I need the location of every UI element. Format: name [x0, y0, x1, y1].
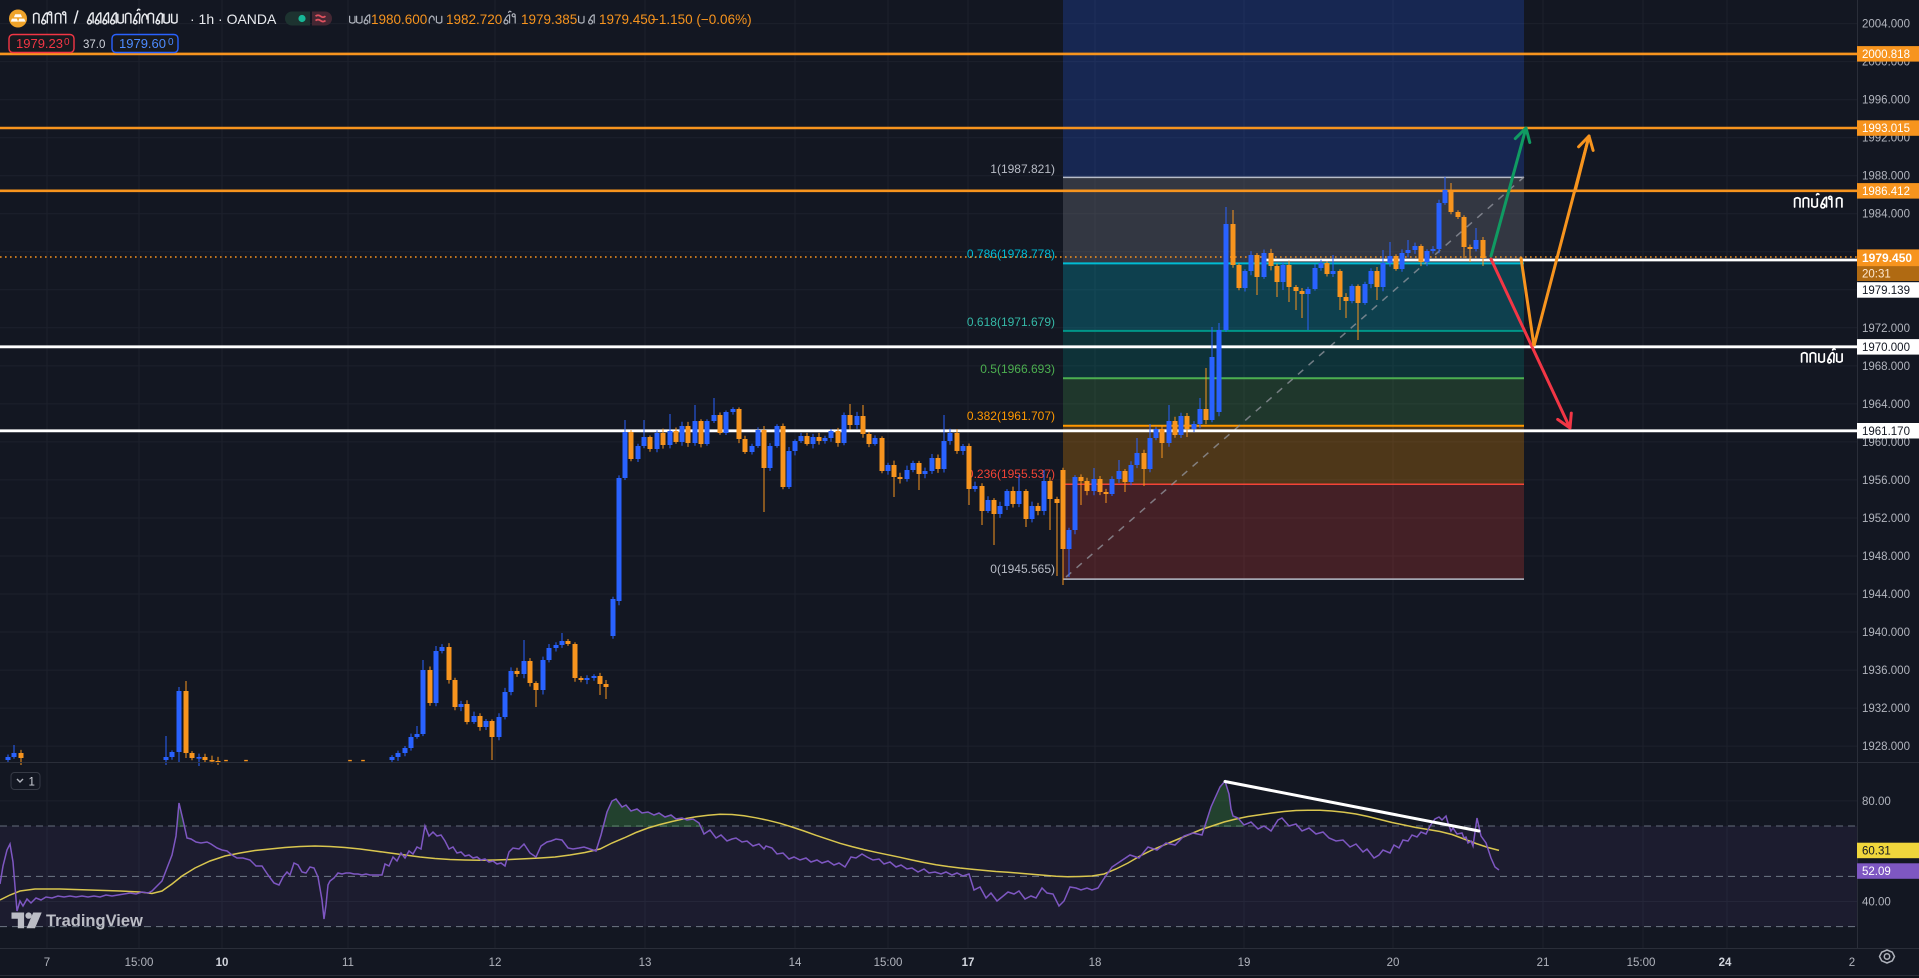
svg-text:60.31: 60.31 — [1862, 845, 1891, 857]
svg-text:1961.170: 1961.170 — [1862, 426, 1910, 438]
svg-text:12: 12 — [489, 957, 502, 969]
svg-text:0.618(1971.679): 0.618(1971.679) — [967, 315, 1055, 329]
svg-text:1932.000: 1932.000 — [1862, 703, 1910, 715]
svg-text:15:00: 15:00 — [874, 957, 903, 969]
svg-text:1970.000: 1970.000 — [1862, 342, 1910, 354]
svg-text:0: 0 — [168, 37, 174, 48]
svg-text:13: 13 — [639, 957, 652, 969]
svg-text:1(1987.821): 1(1987.821) — [990, 162, 1055, 176]
svg-text:1979.450: 1979.450 — [599, 12, 655, 27]
svg-text:1: 1 — [29, 777, 35, 789]
svg-text:1979.60: 1979.60 — [119, 36, 166, 51]
svg-text:15:00: 15:00 — [1627, 957, 1656, 969]
svg-text:1944.000: 1944.000 — [1862, 589, 1910, 601]
svg-text:1986.412: 1986.412 — [1862, 186, 1910, 198]
svg-text:0.786(1978.778): 0.786(1978.778) — [967, 247, 1055, 261]
svg-text:1979.385: 1979.385 — [521, 12, 577, 27]
svg-text:1988.000: 1988.000 — [1862, 171, 1910, 183]
svg-text:1928.000: 1928.000 — [1862, 741, 1910, 753]
svg-text:· 1h · OANDA: · 1h · OANDA — [190, 11, 277, 27]
svg-text:0.236(1955.537): 0.236(1955.537) — [967, 467, 1055, 481]
svg-text:1996.000: 1996.000 — [1862, 95, 1910, 107]
svg-text:37.0: 37.0 — [83, 39, 105, 51]
svg-text:2000.818: 2000.818 — [1862, 49, 1910, 61]
svg-text:18: 18 — [1089, 957, 1102, 969]
svg-text:0.5(1966.693): 0.5(1966.693) — [980, 362, 1055, 376]
svg-text:19: 19 — [1238, 957, 1251, 969]
svg-text:2004.000: 2004.000 — [1862, 19, 1910, 31]
svg-text:1936.000: 1936.000 — [1862, 665, 1910, 677]
svg-text:20: 20 — [1387, 957, 1400, 969]
svg-text:21: 21 — [1537, 957, 1550, 969]
svg-text:20:31: 20:31 — [1862, 269, 1891, 281]
svg-text:52.09: 52.09 — [1862, 866, 1891, 878]
svg-text:0.382(1961.707): 0.382(1961.707) — [967, 409, 1055, 423]
svg-text:1982.720: 1982.720 — [446, 12, 502, 27]
svg-text:7: 7 — [44, 957, 50, 969]
svg-text:14: 14 — [789, 957, 802, 969]
svg-text:1956.000: 1956.000 — [1862, 475, 1910, 487]
svg-text:−1.150 (−0.06%): −1.150 (−0.06%) — [651, 12, 752, 27]
svg-text:0(1945.565): 0(1945.565) — [990, 562, 1055, 576]
svg-text:80.00: 80.00 — [1862, 796, 1891, 808]
svg-text:TradingView: TradingView — [46, 912, 143, 930]
svg-text:15:00: 15:00 — [125, 957, 154, 969]
svg-text:24: 24 — [1719, 957, 1732, 969]
svg-text:1993.015: 1993.015 — [1862, 123, 1910, 135]
svg-text:1972.000: 1972.000 — [1862, 323, 1910, 335]
svg-text:1960.000: 1960.000 — [1862, 437, 1910, 449]
svg-text:1979.23: 1979.23 — [16, 36, 63, 51]
svg-text:40.00: 40.00 — [1862, 897, 1891, 909]
svg-text:10: 10 — [216, 957, 229, 969]
svg-text:1952.000: 1952.000 — [1862, 513, 1910, 525]
svg-text:1964.000: 1964.000 — [1862, 399, 1910, 411]
svg-text:1940.000: 1940.000 — [1862, 627, 1910, 639]
svg-text:1948.000: 1948.000 — [1862, 551, 1910, 563]
svg-text:1984.000: 1984.000 — [1862, 209, 1910, 221]
svg-text:1980.600: 1980.600 — [371, 12, 427, 27]
svg-text:2: 2 — [1849, 957, 1855, 969]
svg-text:0: 0 — [64, 37, 70, 48]
svg-text:1979.450: 1979.450 — [1862, 251, 1912, 265]
svg-text:1968.000: 1968.000 — [1862, 361, 1910, 373]
svg-text:1979.139: 1979.139 — [1862, 285, 1910, 297]
svg-text:17: 17 — [962, 957, 975, 969]
svg-text:11: 11 — [342, 957, 354, 969]
